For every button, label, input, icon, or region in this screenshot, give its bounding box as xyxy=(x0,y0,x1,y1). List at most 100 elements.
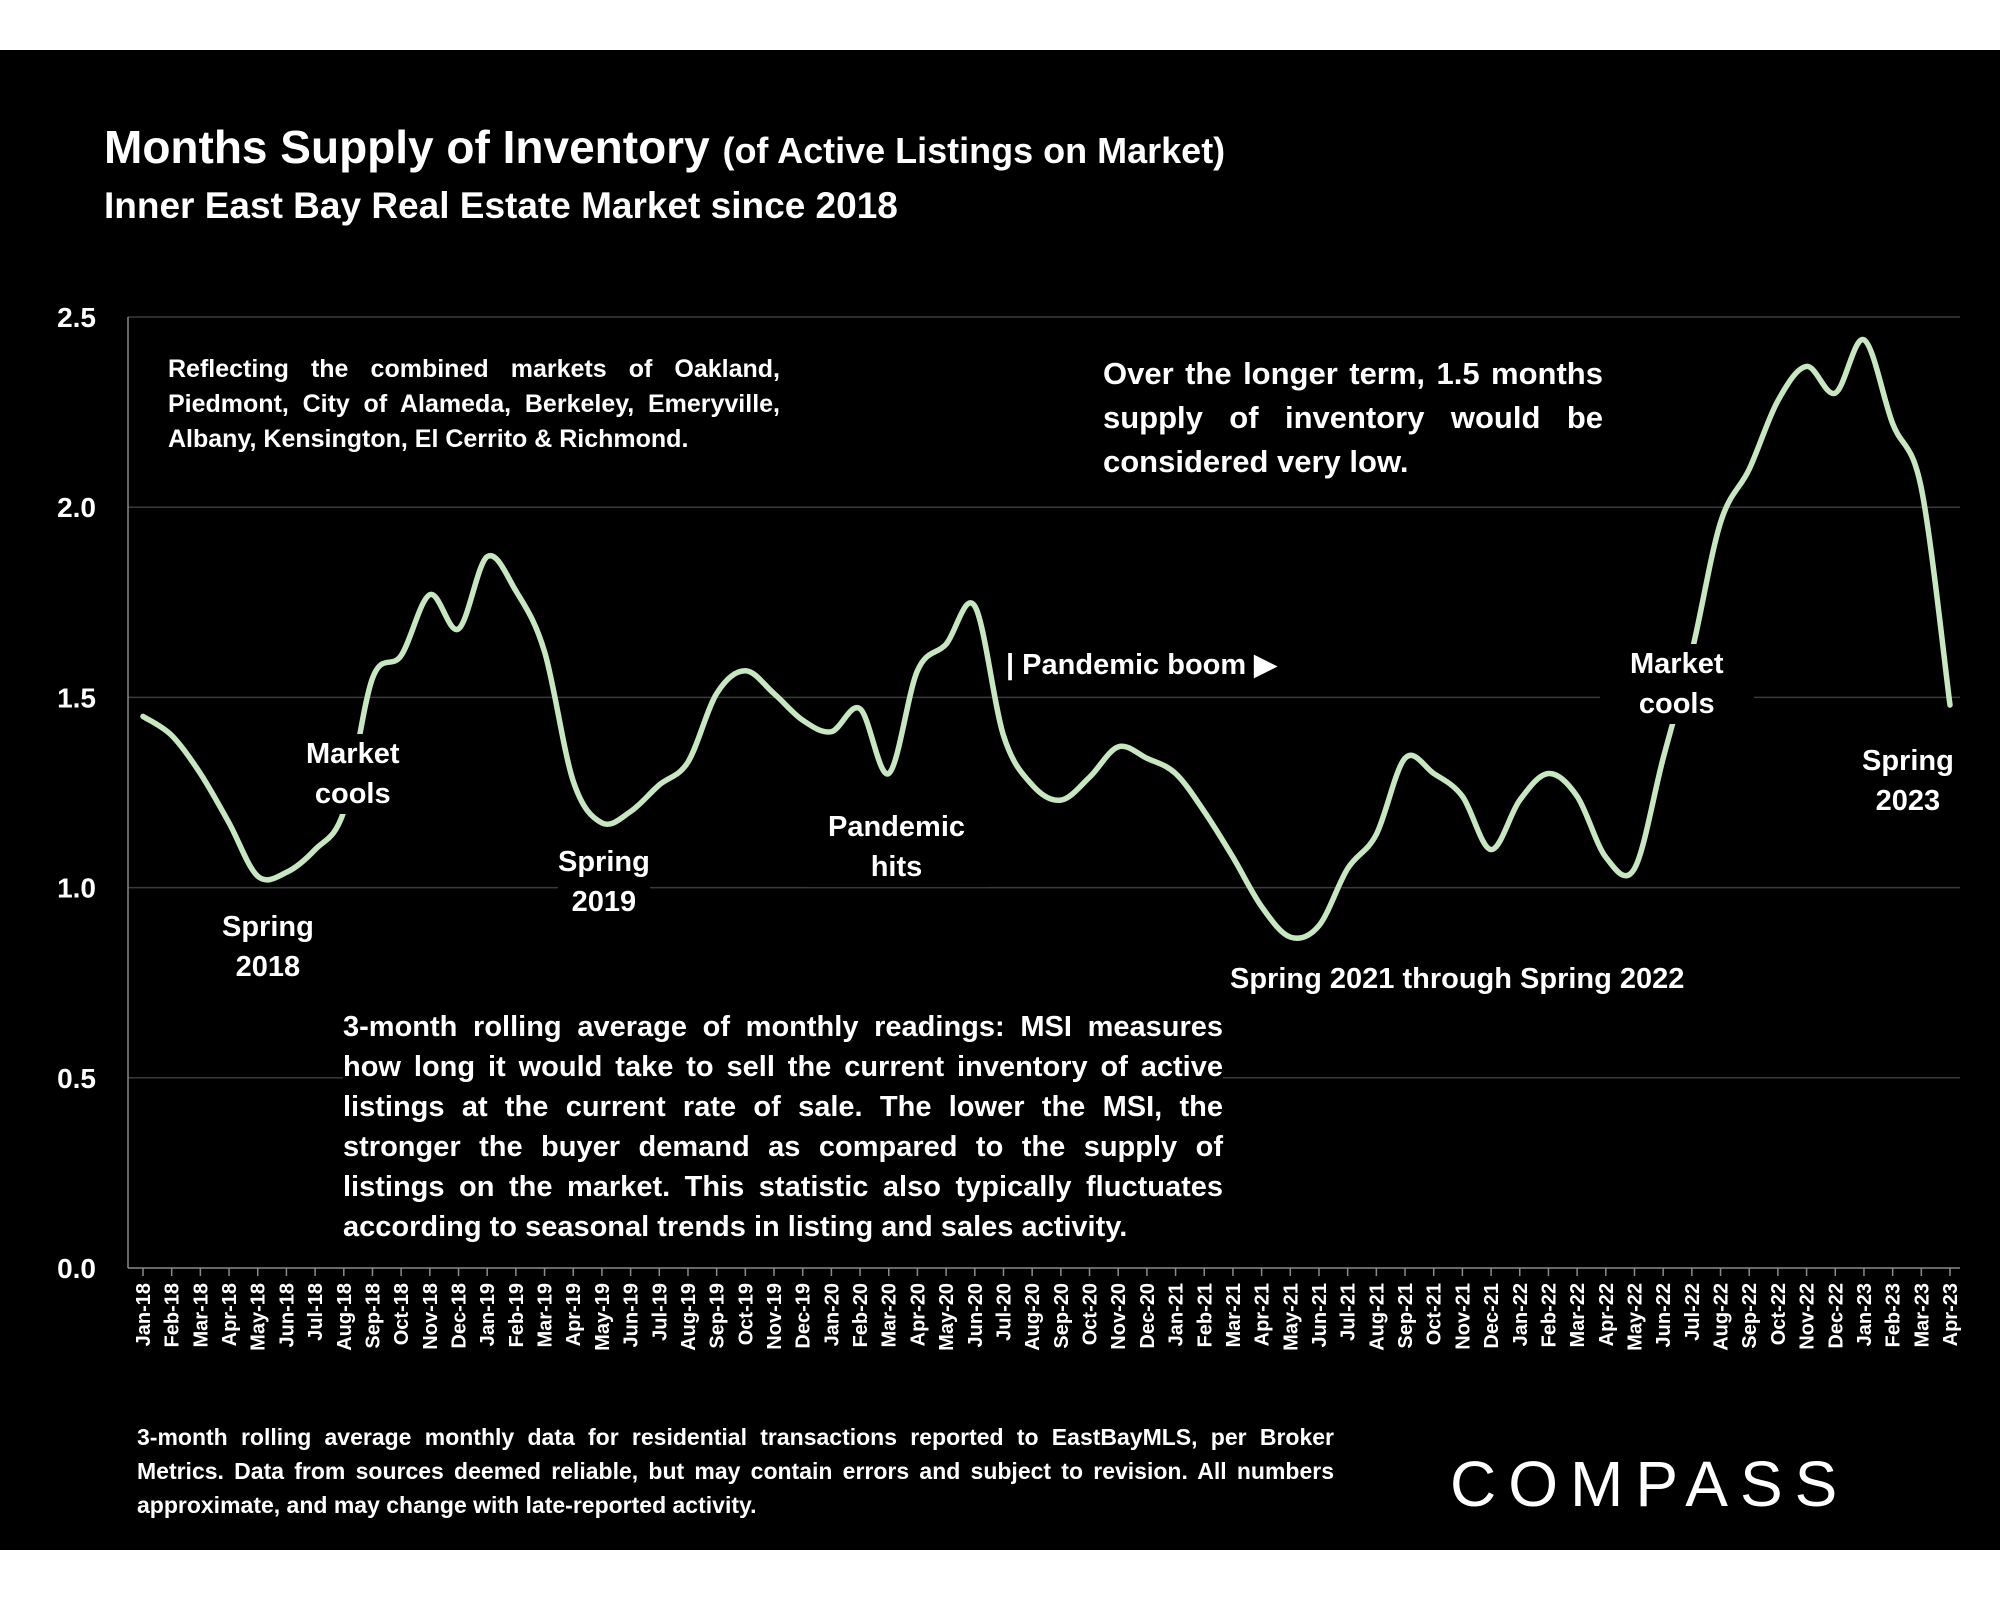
data-point xyxy=(1030,782,1035,787)
x-tick-label: Nov-19 xyxy=(764,1283,786,1350)
compass-logo-text: COMPASS xyxy=(1450,1448,1849,1518)
data-point xyxy=(1775,398,1780,403)
data-point xyxy=(1575,794,1580,799)
data-point xyxy=(628,809,633,814)
data-point xyxy=(1546,771,1551,776)
annotation-line: Market xyxy=(306,738,400,770)
x-tick-label: Jun-22 xyxy=(1653,1283,1675,1347)
data-point xyxy=(313,847,318,852)
data-point xyxy=(599,820,604,825)
x-tick-label: Mar-22 xyxy=(1567,1283,1589,1347)
annotation-line: Market xyxy=(1630,648,1724,680)
annotation-pandemic-boom: | Pandemic boom ▶ xyxy=(1002,645,1281,685)
annotation-spring-2023: Spring 2023 xyxy=(1862,741,1954,821)
x-tick-label: Sep-22 xyxy=(1739,1283,1761,1349)
data-point xyxy=(169,733,174,738)
annotation-market-cools-2018: Market cools xyxy=(300,734,406,814)
x-tick-label: Jul-22 xyxy=(1682,1283,1704,1341)
x-tick-label: Dec-19 xyxy=(793,1283,815,1349)
x-tick-label: Aug-19 xyxy=(678,1283,700,1351)
x-tick-label: Nov-20 xyxy=(1108,1283,1130,1350)
data-point xyxy=(1431,771,1436,776)
x-tick-label: Apr-18 xyxy=(219,1283,241,1346)
data-point xyxy=(513,588,518,593)
x-tick-label: Jul-20 xyxy=(993,1283,1015,1341)
x-tick-label: Aug-21 xyxy=(1366,1283,1388,1351)
x-tick-label: Mar-19 xyxy=(535,1283,557,1347)
x-tick-label: Feb-18 xyxy=(162,1283,184,1347)
chart-subtitle: Inner East Bay Real Estate Market since … xyxy=(104,185,898,226)
data-point xyxy=(1632,866,1637,871)
x-tick-label: Mar-20 xyxy=(879,1283,901,1347)
data-point xyxy=(1001,733,1006,738)
x-tick-label: Jun-19 xyxy=(621,1283,643,1347)
x-tick-label: Feb-19 xyxy=(506,1283,528,1347)
x-tick-label: Jun-20 xyxy=(965,1283,987,1347)
x-tick-label: Nov-18 xyxy=(420,1283,442,1350)
x-tick-label: Jul-18 xyxy=(305,1283,327,1341)
y-tick-label: 1.5 xyxy=(57,682,96,713)
x-tick-label: Apr-22 xyxy=(1596,1283,1618,1346)
data-point xyxy=(714,691,719,696)
data-point xyxy=(141,714,146,719)
annotation-line: cools xyxy=(314,778,391,810)
x-tick-label: Oct-19 xyxy=(735,1283,757,1345)
x-tick-label: Jan-19 xyxy=(477,1283,499,1346)
data-point xyxy=(1288,935,1293,940)
x-tick-label: Dec-20 xyxy=(1137,1283,1159,1349)
x-tick-label: Sep-20 xyxy=(1051,1283,1073,1349)
data-point xyxy=(1517,798,1522,803)
x-tick-label: Apr-19 xyxy=(563,1283,585,1346)
x-tick-label: Jan-23 xyxy=(1854,1283,1876,1346)
chart-axes xyxy=(127,317,1960,1276)
data-point xyxy=(972,604,977,609)
data-point xyxy=(944,642,949,647)
data-point xyxy=(1087,775,1092,780)
data-point xyxy=(772,691,777,696)
y-tick-label: 2.0 xyxy=(57,492,96,523)
x-tick-label: Jul-21 xyxy=(1338,1283,1360,1341)
data-point xyxy=(542,649,547,654)
x-tick-label: May-18 xyxy=(248,1283,270,1351)
x-tick-label: Nov-22 xyxy=(1797,1283,1819,1350)
x-tick-label: Jul-19 xyxy=(649,1283,671,1341)
data-point xyxy=(685,760,690,765)
x-tick-label: Oct-22 xyxy=(1768,1283,1790,1345)
data-point xyxy=(399,653,404,658)
x-tick-label: Dec-18 xyxy=(449,1283,471,1349)
annotation-line: Spring xyxy=(222,911,314,943)
data-point xyxy=(1230,855,1235,860)
x-tick-label: May-22 xyxy=(1624,1283,1646,1351)
data-point xyxy=(858,706,863,711)
x-tick-label: Jan-20 xyxy=(821,1283,843,1346)
x-tick-label: Feb-20 xyxy=(850,1283,872,1347)
y-tick-label: 0.0 xyxy=(57,1253,96,1284)
data-point xyxy=(829,729,834,734)
data-point xyxy=(1173,771,1178,776)
data-point xyxy=(198,771,203,776)
data-point xyxy=(886,771,891,776)
data-point xyxy=(1603,855,1608,860)
data-point xyxy=(227,820,232,825)
x-tick-label: Dec-21 xyxy=(1481,1283,1503,1349)
annotation-line: cools xyxy=(1638,688,1715,720)
x-tick-label: Jan-18 xyxy=(133,1283,155,1346)
data-point xyxy=(1718,520,1723,525)
data-point xyxy=(456,626,461,631)
annotation-pandemic-hits: Pandemic hits xyxy=(806,807,987,887)
x-tick-label: Oct-21 xyxy=(1424,1283,1446,1345)
annotation-line: hits xyxy=(870,851,923,883)
x-tick-label: Jan-22 xyxy=(1510,1283,1532,1346)
data-point xyxy=(370,676,375,681)
x-tick-label: Sep-21 xyxy=(1395,1283,1417,1349)
title-parenthetical: (of Active Listings on Market) xyxy=(722,130,1226,171)
annotation-line: 2023 xyxy=(1875,785,1941,817)
annotation-spring-2021-2022: Spring 2021 through Spring 2022 xyxy=(1230,959,1685,999)
annotation-line: Spring xyxy=(1862,745,1954,777)
y-tick-label: 0.5 xyxy=(57,1063,96,1094)
data-point xyxy=(800,718,805,723)
x-tick-label: Apr-23 xyxy=(1940,1283,1962,1346)
y-tick-label: 1.0 xyxy=(57,873,96,904)
long-term-note: Over the longer term, 1.5 months supply … xyxy=(1103,356,1603,479)
data-point xyxy=(1403,756,1408,761)
